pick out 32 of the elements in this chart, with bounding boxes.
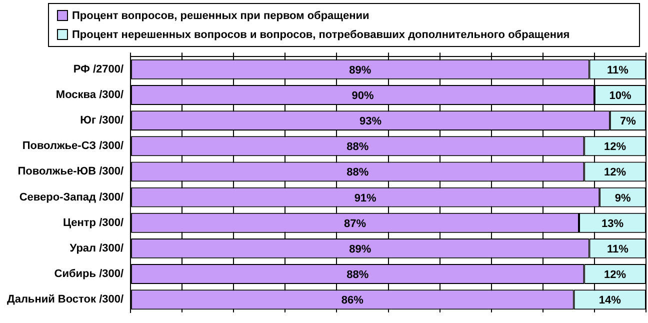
data-label: 88% (346, 166, 369, 179)
y-tick-label: Москва /300/ (56, 89, 124, 101)
data-label: 13% (601, 218, 624, 230)
y-tick-label: Сибирь /300/ (54, 268, 124, 280)
y-tick-label: Юг /300/ (80, 114, 124, 127)
data-label: 89% (349, 64, 372, 76)
data-label: 87% (344, 218, 366, 230)
y-tick-label: Поволжье-СЗ /300/ (22, 140, 124, 152)
data-label: 12% (604, 269, 626, 282)
data-label: 9% (614, 192, 631, 204)
data-label: 11% (606, 243, 629, 256)
data-label: 7% (620, 116, 636, 128)
data-label: 90% (352, 90, 374, 102)
y-tick-label: Дальний Восток /300/ (6, 294, 124, 306)
data-label: 86% (341, 294, 364, 307)
data-label: 89% (349, 243, 372, 256)
data-label: 93% (359, 116, 382, 128)
data-label: 91% (354, 192, 377, 204)
legend-label: Процент вопросов, решенных при первом обращении (72, 10, 370, 22)
data-label: 12% (604, 166, 626, 179)
y-tick-label: Центр /300/ (62, 216, 124, 229)
data-label: 12% (604, 141, 626, 154)
y-tick-label: Северо-Запад /300/ (19, 191, 124, 204)
data-label: 11% (606, 64, 629, 76)
data-label: 88% (346, 269, 369, 282)
y-tick-label: Поволжье-ЮВ /300/ (18, 166, 124, 178)
y-tick-label: РФ /2700/ (73, 63, 124, 76)
data-label: 88% (346, 141, 369, 154)
legend-label: Процент нерешенных вопросов и вопросов, потребовавших дополнительного обращения (72, 28, 570, 40)
data-label: 14% (598, 294, 622, 307)
y-tick-label: Урал /300/ (70, 242, 124, 254)
data-label: 10% (609, 90, 632, 102)
